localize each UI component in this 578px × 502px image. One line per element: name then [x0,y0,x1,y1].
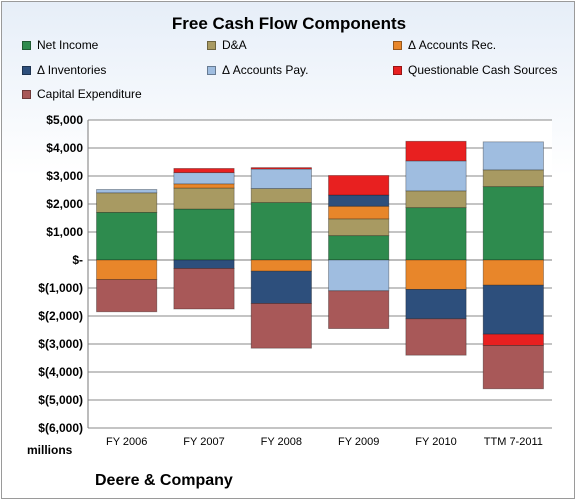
legend-label: Δ Inventories [37,63,107,77]
company-name: Deere & Company [95,472,233,489]
legend-item-da: D&A [207,38,247,52]
bar-segment [405,207,467,261]
bar-segment [405,318,467,356]
bar-segment [96,259,158,281]
bar-segment [482,141,544,171]
bar-segment [250,168,312,190]
y-tick-label: $4,000 [46,141,83,155]
legend-label: Net Income [37,38,99,52]
y-axis-unit-label: millions [27,443,73,457]
legend-label: Capital Expenditure [37,87,142,101]
bar-segment [482,259,544,286]
bar-segment [250,270,312,304]
plot-background [88,120,552,428]
bar-segment [405,288,467,320]
bar-segment [405,259,467,290]
legend-swatch [22,89,31,99]
x-tick-label: FY 2007 [183,436,224,448]
y-tick-label: $(3,000) [38,337,83,351]
x-tick-label: FY 2006 [106,436,147,448]
legend-label: Δ Accounts Rec. [408,38,497,52]
bar-segment [482,344,544,390]
x-tick-label: FY 2010 [415,436,456,448]
y-tick-label: $5,000 [46,113,83,127]
bar-segment [96,279,158,313]
bar-segment [405,190,467,209]
legend-swatch [207,65,216,75]
legend-swatch [22,40,31,50]
bar-segment [328,290,390,329]
legend-swatch [22,65,31,75]
x-tick-label: FY 2008 [261,436,302,448]
bar-segment [482,186,544,261]
bar-segment [482,333,544,346]
bar-segment [250,302,312,349]
bar-segment [482,284,544,335]
legend-item-net-income: Net Income [22,38,98,52]
y-tick-label: $2,000 [46,197,83,211]
legend-item-capex: Capital Expenditure [22,87,142,101]
legend-item-inventories: Δ Inventories [22,63,106,77]
bar-segment [96,189,158,194]
legend-item-accounts-pay: Δ Accounts Pay. [207,63,309,77]
y-tick-label: $(6,000) [38,421,83,435]
x-tick-label: TTM 7-2011 [484,436,543,448]
bar-segment [328,259,390,292]
legend-label: Questionable Cash Sources [408,63,558,77]
bar-segment [173,267,235,310]
bar-segment [405,160,467,192]
legend-item-accounts-rec: Δ Accounts Rec. [393,38,496,52]
y-tick-label: $(1,000) [38,281,83,295]
bar-segment [250,188,312,204]
bar-segment [482,169,544,188]
bar-segment [173,183,235,189]
bar-segment [328,175,390,196]
bar-segment [173,259,235,269]
bar-segment [96,211,158,261]
legend-swatch [393,40,402,50]
y-tick-label: $1,000 [46,225,83,239]
y-tick-label: $3,000 [46,169,83,183]
legend-label: D&A [222,38,247,52]
bar-segment [173,172,235,185]
chart-title: Free Cash Flow Components [171,14,407,33]
legend-swatch [207,40,216,50]
bar-segment [328,194,390,207]
legend-label: Δ Accounts Pay. [222,63,309,77]
legend-swatch [393,65,402,75]
y-tick-label: $(4,000) [38,365,83,379]
bar-segment [250,259,312,272]
y-tick-label: $(5,000) [38,393,83,407]
x-tick-label: FY 2009 [338,436,379,448]
bar-segment [250,202,312,261]
y-tick-label: $(2,000) [38,309,83,323]
bar-segment [328,205,390,220]
bar-segment [96,192,158,213]
bar-segment [250,167,312,170]
bar-segment [173,168,235,174]
bar-segment [173,187,235,210]
bar-segment [173,208,235,261]
bar-segment [405,140,467,162]
bar-segment [328,218,390,237]
bar-segment [328,235,390,261]
legend-item-questionable-cash: Questionable Cash Sources [393,63,557,77]
y-tick-label: $- [72,253,83,267]
